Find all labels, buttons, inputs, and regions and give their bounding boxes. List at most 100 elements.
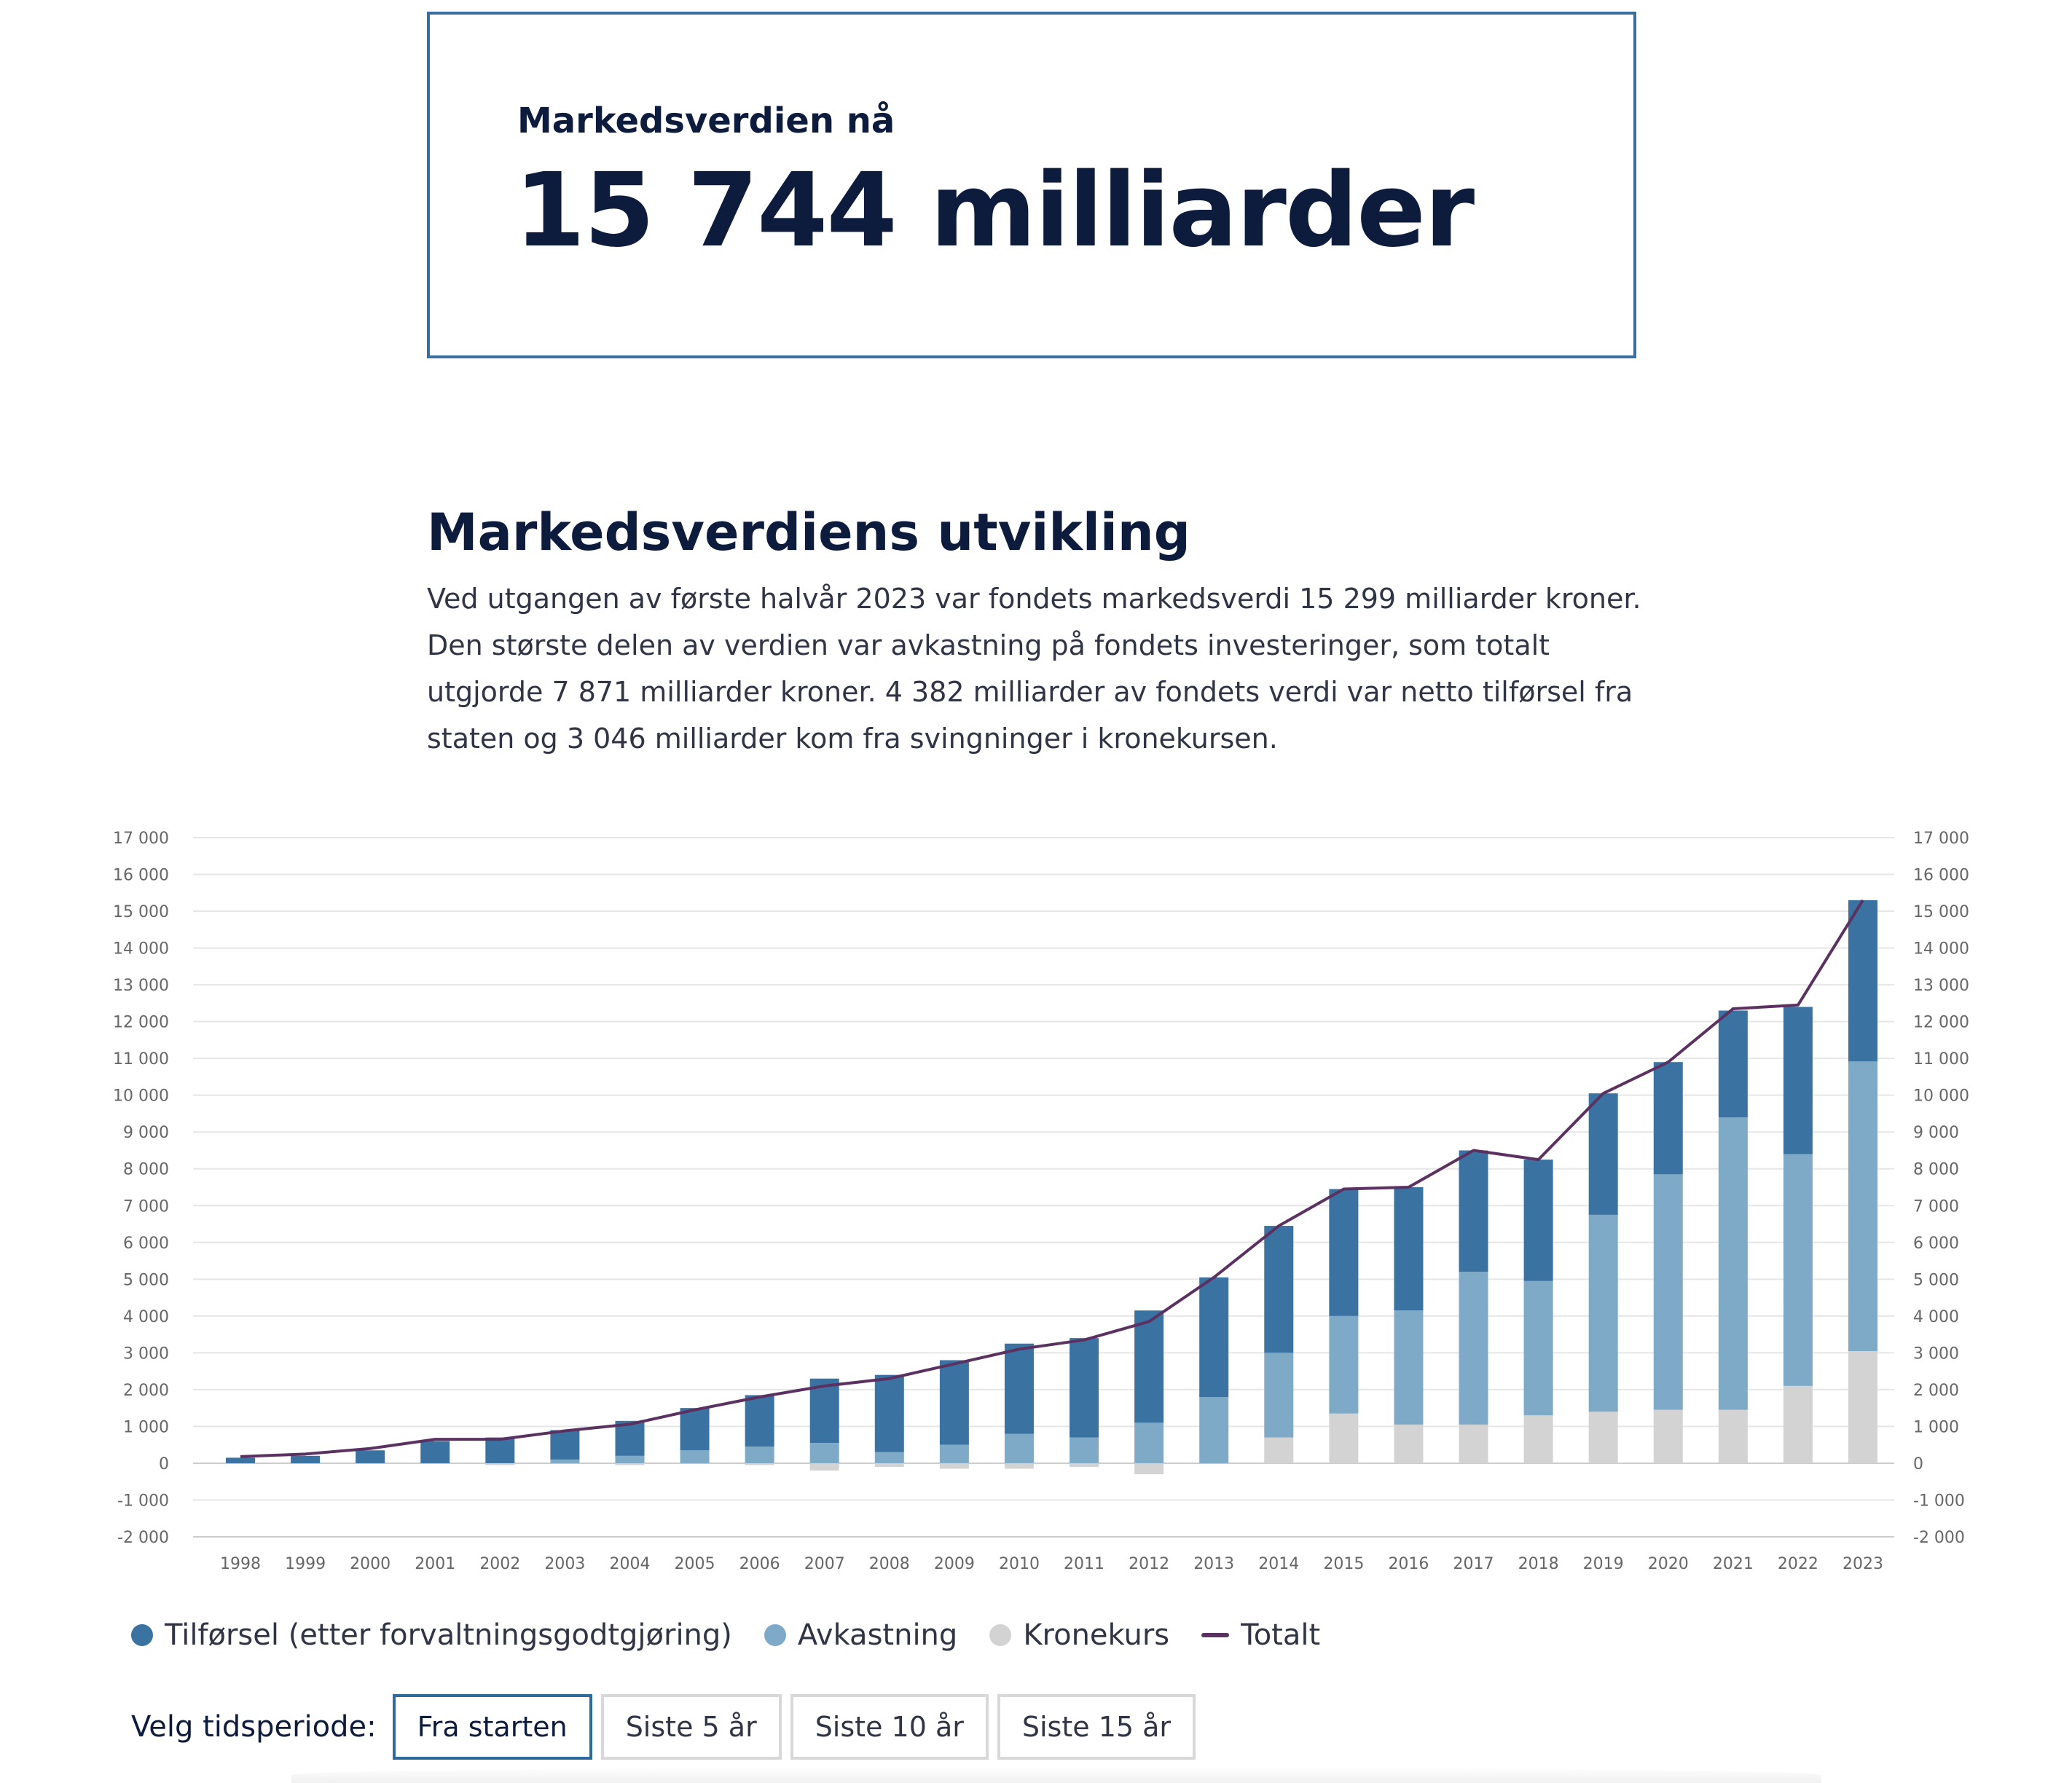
bar-avkastning (550, 1459, 580, 1463)
section-description: Ved utgangen av første halvår 2023 var f… (427, 583, 1641, 755)
bar-tilforsel (485, 1437, 515, 1463)
bar-kronekurs (1588, 1412, 1618, 1463)
bar-tilforsel (291, 1455, 321, 1463)
chart-legend: Tilførsel (etter forvaltningsgodtgjøring… (131, 1618, 1352, 1652)
bar-avkastning (1004, 1433, 1034, 1463)
y-tick-label-left: 8 000 (123, 1161, 169, 1179)
x-tick-label: 2005 (675, 1555, 715, 1573)
bar-kronekurs (1004, 1463, 1034, 1469)
period-button-last-10-years[interactable]: Siste 10 år (790, 1694, 989, 1760)
bar-kronekurs (615, 1463, 645, 1465)
legend-total-marker (1201, 1633, 1230, 1637)
legend-item-inflow[interactable]: Tilførsel (etter forvaltningsgodtgjøring… (131, 1618, 732, 1652)
bar-tilforsel (1134, 1310, 1164, 1423)
x-tick-label: 2019 (1583, 1555, 1624, 1573)
period-button-last-15-years[interactable]: Siste 15 år (997, 1694, 1196, 1760)
x-tick-label: 2016 (1388, 1555, 1429, 1573)
bar-tilforsel (1070, 1338, 1099, 1438)
y-tick-label-right: 13 000 (1913, 977, 1969, 995)
bar-avkastning (1718, 1117, 1748, 1410)
bar-tilforsel (1264, 1226, 1294, 1353)
bar-kronekurs (1459, 1424, 1488, 1463)
bar-kronekurs (485, 1463, 515, 1465)
x-tick-label: 2013 (1193, 1555, 1234, 1573)
x-tick-label: 2006 (739, 1555, 780, 1573)
bar-tilforsel (550, 1430, 580, 1460)
y-tick-label-right: 7 000 (1913, 1197, 1959, 1216)
y-tick-label-right: 4 000 (1913, 1308, 1959, 1326)
bar-tilforsel (226, 1457, 255, 1463)
bar-avkastning (1848, 1061, 1877, 1352)
bar-kronekurs (1783, 1385, 1813, 1463)
y-tick-label-left: 10 000 (113, 1087, 169, 1106)
x-tick-label: 2022 (1778, 1555, 1818, 1573)
bar-tilforsel (1588, 1093, 1618, 1215)
bar-kronekurs (1653, 1409, 1683, 1463)
y-tick-label-left: 16 000 (113, 867, 169, 885)
x-tick-label: 2014 (1258, 1555, 1299, 1573)
y-tick-label-left: 15 000 (113, 903, 169, 921)
bar-tilforsel (1394, 1187, 1424, 1311)
period-selector: Velg tidsperiode: Fra starten Siste 5 år… (131, 1694, 1204, 1760)
y-tick-label-right: 16 000 (1913, 867, 1969, 885)
legend-inflow-label: Tilførsel (etter forvaltningsgodtgjøring… (165, 1618, 732, 1652)
y-tick-label-left: 7 000 (123, 1197, 169, 1216)
y-tick-label-right: 0 (1913, 1455, 1923, 1473)
bar-avkastning (809, 1443, 839, 1463)
x-tick-label: 2011 (1064, 1555, 1104, 1573)
y-tick-label-right: 2 000 (1913, 1382, 1959, 1400)
bar-tilforsel (1199, 1277, 1229, 1397)
bar-tilforsel (1523, 1160, 1553, 1281)
bar-kronekurs (874, 1463, 904, 1467)
period-button-from-start[interactable]: Fra starten (392, 1694, 592, 1760)
y-tick-label-right: 9 000 (1913, 1124, 1959, 1142)
x-tick-label: 2017 (1453, 1555, 1494, 1573)
y-tick-label-left: -2 000 (117, 1529, 169, 1547)
legend-item-total[interactable]: Totalt (1201, 1618, 1320, 1652)
y-tick-label-right: 6 000 (1913, 1235, 1959, 1253)
y-tick-label-right: 3 000 (1913, 1345, 1959, 1363)
bar-avkastning (1588, 1214, 1618, 1412)
period-label: Velg tidsperiode: (131, 1710, 377, 1744)
y-tick-label-left: 6 000 (123, 1235, 169, 1253)
bar-tilforsel (1718, 1010, 1748, 1117)
bar-avkastning (615, 1455, 645, 1463)
bar-kronekurs (1523, 1415, 1553, 1463)
bar-avkastning (1459, 1272, 1488, 1425)
period-button-last-5-years[interactable]: Siste 5 år (600, 1694, 782, 1760)
bar-tilforsel (615, 1420, 645, 1456)
legend-return-marker (764, 1624, 786, 1646)
bar-kronekurs (1848, 1351, 1877, 1463)
bar-avkastning (1394, 1310, 1424, 1425)
bar-tilforsel (874, 1374, 904, 1452)
y-tick-label-right: 11 000 (1913, 1050, 1969, 1068)
x-tick-label: 2004 (609, 1555, 650, 1573)
legend-item-currency[interactable]: Kronekurs (989, 1618, 1169, 1652)
legend-total-label: Totalt (1241, 1618, 1321, 1652)
x-tick-label: 2000 (350, 1555, 391, 1573)
y-tick-label-right: -2 000 (1913, 1529, 1965, 1547)
x-tick-label: 2012 (1129, 1555, 1169, 1573)
bar-avkastning (1070, 1437, 1099, 1463)
x-tick-label: 2003 (544, 1555, 585, 1573)
y-tick-label-left: 1 000 (123, 1418, 169, 1436)
legend-return-label: Avkastning (797, 1618, 958, 1652)
y-tick-label-right: 14 000 (1913, 940, 1969, 959)
y-tick-label-left: 13 000 (113, 977, 169, 995)
x-tick-label: 2010 (999, 1555, 1040, 1573)
bar-avkastning (1134, 1422, 1164, 1463)
market-value-amount: 15 744 milliarder (514, 151, 1475, 270)
bar-avkastning (680, 1450, 710, 1463)
y-tick-label-right: 15 000 (1913, 903, 1969, 921)
y-tick-label-left: -1 000 (117, 1492, 169, 1510)
legend-item-return[interactable]: Avkastning (764, 1618, 957, 1652)
legend-inflow-marker (131, 1624, 153, 1646)
y-tick-label-left: 14 000 (113, 940, 169, 959)
bar-tilforsel (356, 1450, 385, 1463)
bar-avkastning (939, 1444, 969, 1463)
bar-tilforsel (809, 1378, 839, 1444)
y-tick-label-left: 11 000 (113, 1050, 169, 1068)
bar-tilforsel (1783, 1007, 1813, 1154)
bar-tilforsel (939, 1360, 969, 1445)
bar-tilforsel (1848, 900, 1877, 1062)
